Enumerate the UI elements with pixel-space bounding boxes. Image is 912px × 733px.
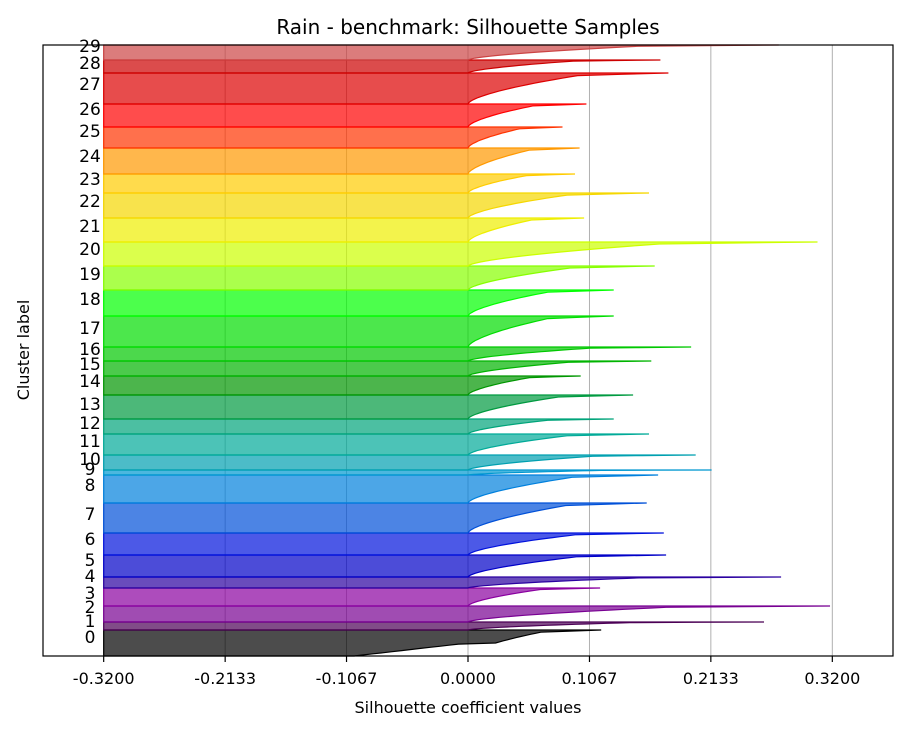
cluster-2-silhouette xyxy=(103,605,831,623)
x-axis-ticks: -0.3200 -0.2133 -0.1067 0.0000 0.1067 0.2133 0… xyxy=(73,656,860,688)
x-tick-label: -0.1067 xyxy=(316,669,378,688)
cluster-label-3: 3 xyxy=(85,584,96,604)
cluster-17-silhouette xyxy=(103,315,614,348)
cluster-label-8: 8 xyxy=(85,476,96,496)
cluster-label-15: 15 xyxy=(79,355,101,375)
cluster-22-silhouette xyxy=(103,192,650,219)
cluster-13-silhouette xyxy=(103,394,634,420)
cluster-label-7: 7 xyxy=(85,505,96,525)
cluster-7-silhouette xyxy=(103,502,647,534)
cluster-label-18: 18 xyxy=(79,290,101,310)
cluster-label-24: 24 xyxy=(79,147,101,167)
cluster-label-12: 12 xyxy=(79,414,101,434)
cluster-label-5: 5 xyxy=(85,551,96,571)
cluster-3-silhouette xyxy=(103,587,601,607)
cluster-26-silhouette xyxy=(103,103,587,128)
cluster-9-silhouette xyxy=(103,469,712,476)
cluster-10-silhouette xyxy=(103,454,696,471)
cluster-label-6: 6 xyxy=(85,530,96,550)
x-axis-label: Silhouette coefficient values xyxy=(355,698,582,717)
cluster-18-silhouette xyxy=(103,289,614,317)
x-tick-label: -0.2133 xyxy=(194,669,256,688)
cluster-label-0: 0 xyxy=(85,628,96,648)
cluster-label-28: 28 xyxy=(79,54,101,74)
chart-title: Rain - benchmark: Silhouette Samples xyxy=(276,15,659,39)
cluster-8-silhouette xyxy=(103,474,659,504)
cluster-label-17: 17 xyxy=(79,319,101,339)
cluster-label-2: 2 xyxy=(85,598,96,618)
cluster-11-silhouette xyxy=(103,433,650,456)
cluster-1-silhouette xyxy=(103,621,765,631)
cluster-28-silhouette xyxy=(103,59,661,74)
cluster-6-silhouette xyxy=(103,532,664,556)
cluster-labels: 0123456789101112131415161718192021222324… xyxy=(79,37,101,648)
cluster-label-4: 4 xyxy=(85,567,96,587)
cluster-silhouettes xyxy=(103,44,831,657)
cluster-19-silhouette xyxy=(103,265,655,291)
cluster-20-silhouette xyxy=(103,241,818,267)
cluster-21-silhouette xyxy=(103,217,585,243)
cluster-29-silhouette xyxy=(103,44,779,61)
cluster-label-26: 26 xyxy=(79,100,101,120)
cluster-5-silhouette xyxy=(103,554,667,578)
y-axis-label: Cluster label xyxy=(14,300,33,401)
cluster-label-13: 13 xyxy=(79,395,101,415)
cluster-23-silhouette xyxy=(103,173,576,194)
cluster-label-22: 22 xyxy=(79,192,101,212)
cluster-16-silhouette xyxy=(103,346,692,362)
cluster-12-silhouette xyxy=(103,418,614,435)
cluster-14-silhouette xyxy=(103,375,581,396)
cluster-label-21: 21 xyxy=(79,217,101,237)
x-tick-label: 0.3200 xyxy=(804,669,860,688)
cluster-label-29: 29 xyxy=(79,37,101,57)
cluster-25-silhouette xyxy=(103,126,563,149)
cluster-4-silhouette xyxy=(103,576,782,589)
cluster-label-20: 20 xyxy=(79,240,101,260)
cluster-label-14: 14 xyxy=(79,372,101,392)
cluster-label-23: 23 xyxy=(79,170,101,190)
x-tick-label: 0.2133 xyxy=(683,669,739,688)
x-tick-label: 0.1067 xyxy=(561,669,617,688)
cluster-label-27: 27 xyxy=(79,75,101,95)
cluster-0-silhouette xyxy=(103,629,602,657)
x-tick-label: 0.0000 xyxy=(440,669,496,688)
cluster-label-19: 19 xyxy=(79,265,101,285)
cluster-label-10: 10 xyxy=(79,450,101,470)
cluster-15-silhouette xyxy=(103,360,652,377)
x-tick-label: -0.3200 xyxy=(73,669,135,688)
cluster-label-11: 11 xyxy=(79,432,101,452)
cluster-label-25: 25 xyxy=(79,122,101,142)
cluster-label-9: 9 xyxy=(85,460,96,480)
cluster-24-silhouette xyxy=(103,147,580,175)
cluster-label-1: 1 xyxy=(85,612,96,632)
cluster-label-16: 16 xyxy=(79,340,101,360)
cluster-27-silhouette xyxy=(103,72,669,105)
